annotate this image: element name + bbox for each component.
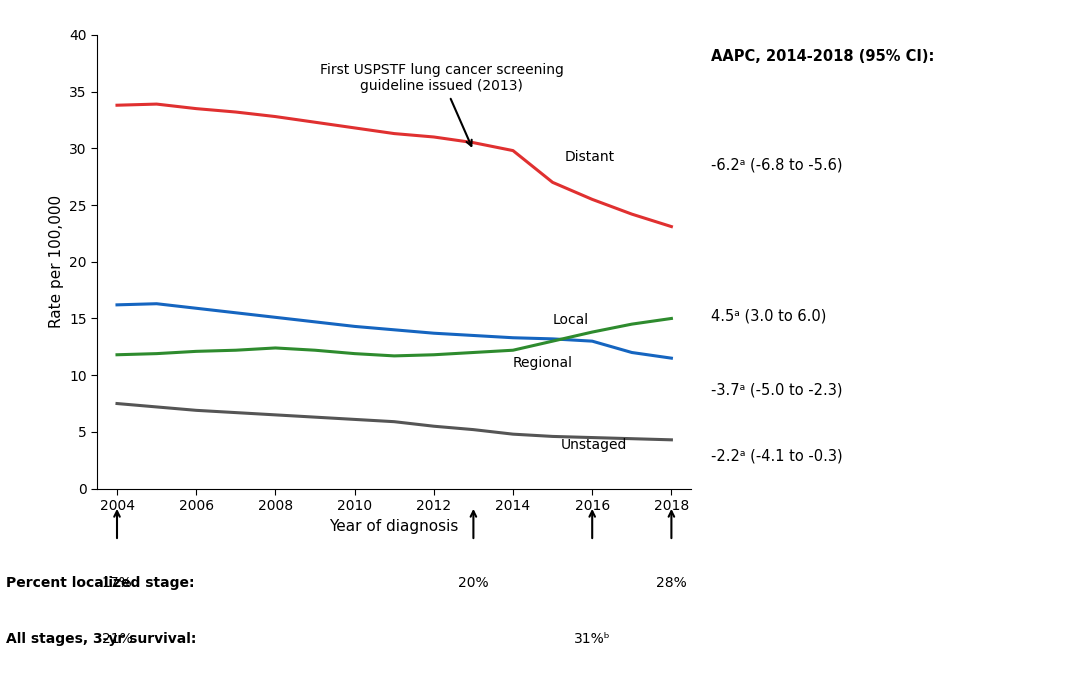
Text: Percent localized stage:: Percent localized stage: [6,576,195,590]
Text: 21%: 21% [102,632,133,646]
Text: AAPC, 2014-2018 (95% CI):: AAPC, 2014-2018 (95% CI): [711,49,934,64]
Text: 31%ᵇ: 31%ᵇ [573,632,610,646]
Text: -2.2ᵃ (-4.1 to -0.3): -2.2ᵃ (-4.1 to -0.3) [711,448,842,463]
Text: Unstaged: Unstaged [561,438,626,452]
Text: First USPSTF lung cancer screening
guideline issued (2013): First USPSTF lung cancer screening guide… [320,64,564,146]
Text: 28%: 28% [656,576,687,590]
Text: Local: Local [553,313,589,327]
Text: 17%: 17% [102,576,133,590]
Text: -6.2ᵃ (-6.8 to -5.6): -6.2ᵃ (-6.8 to -5.6) [711,157,842,172]
Text: Regional: Regional [513,356,573,370]
Text: All stages, 3-yr survival:: All stages, 3-yr survival: [6,632,197,646]
Text: 4.5ᵃ (3.0 to 6.0): 4.5ᵃ (3.0 to 6.0) [711,309,826,323]
Text: -3.7ᵃ (-5.0 to -2.3): -3.7ᵃ (-5.0 to -2.3) [711,383,842,397]
X-axis label: Year of diagnosis: Year of diagnosis [329,519,459,533]
Y-axis label: Rate per 100,000: Rate per 100,000 [49,195,64,328]
Text: Distant: Distant [565,150,615,165]
Text: 20%: 20% [458,576,489,590]
